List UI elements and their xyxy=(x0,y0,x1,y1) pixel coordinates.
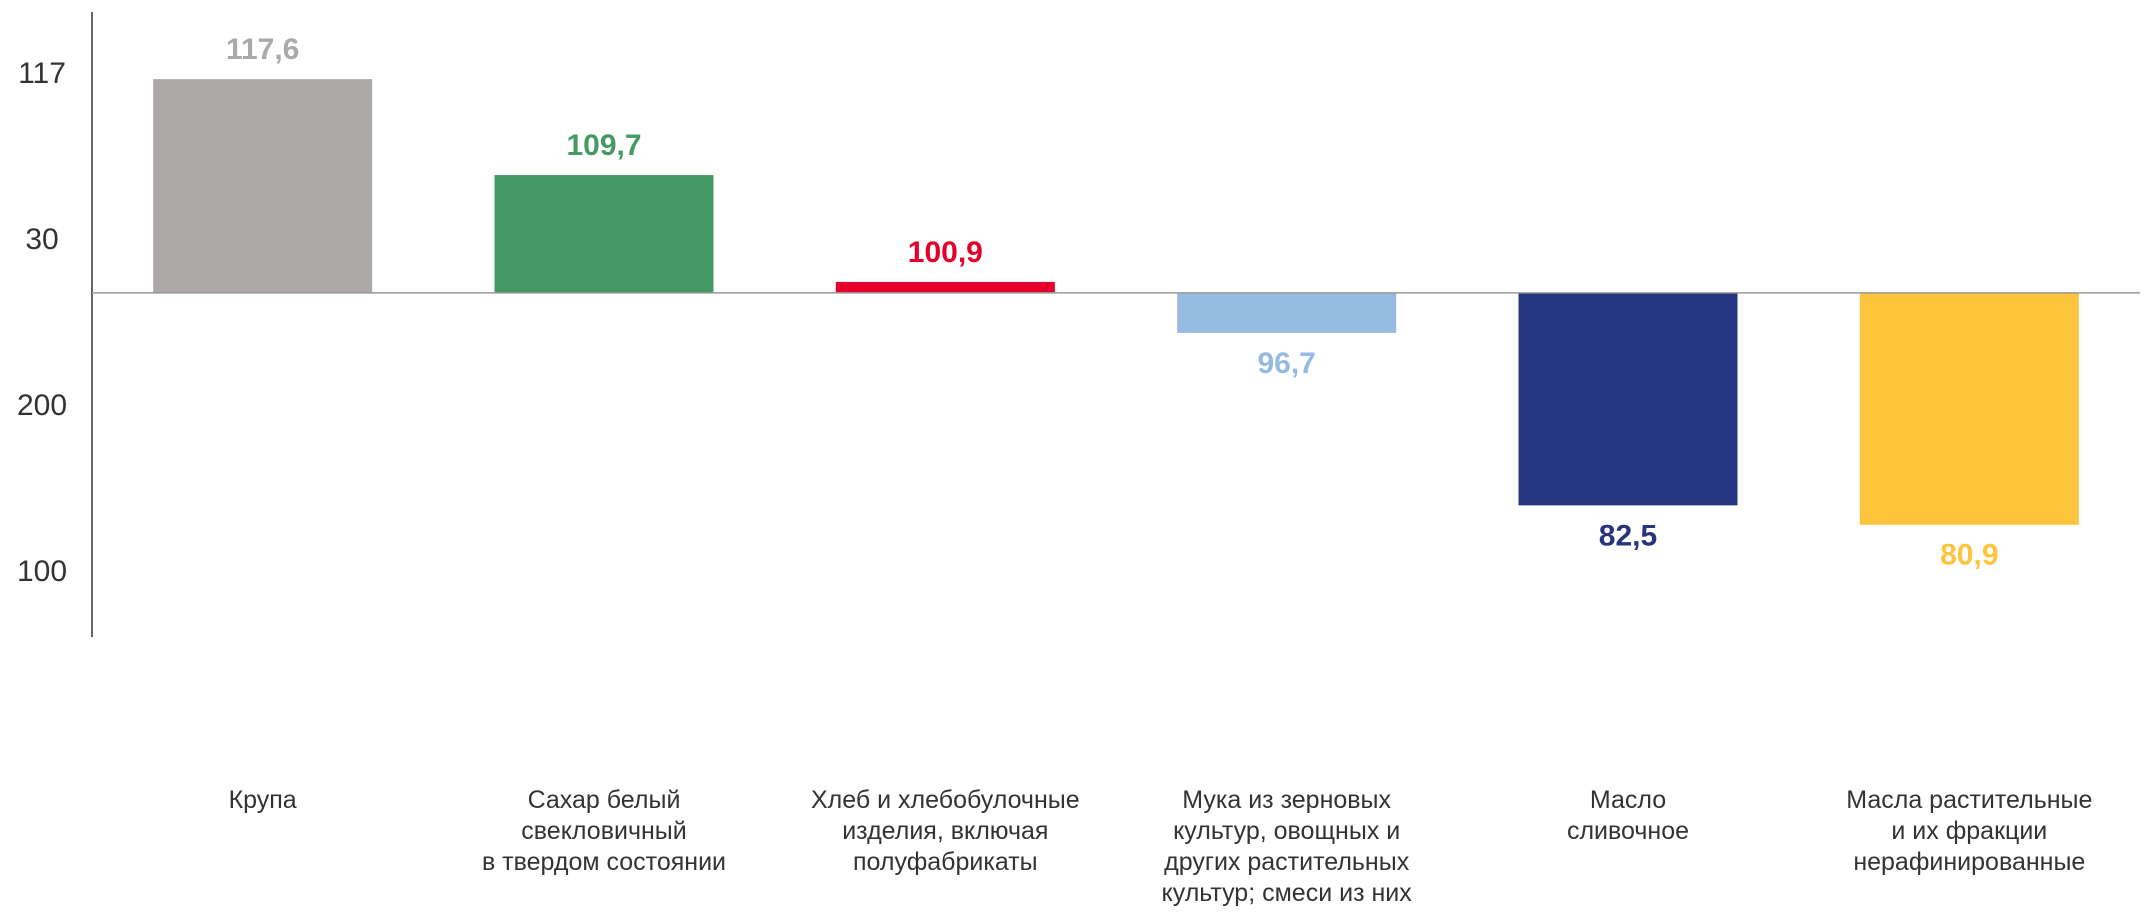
y-axis-label: 117 xyxy=(18,57,66,90)
bar xyxy=(835,281,1055,293)
category-label: Крупа xyxy=(228,786,297,814)
y-axis-label: 30 xyxy=(25,223,58,256)
bar xyxy=(1859,292,2079,525)
y-axis-label: 200 xyxy=(17,389,67,422)
category-label: Масло сливочное xyxy=(1566,786,1690,845)
bar xyxy=(1177,292,1397,333)
value-label: 117,6 xyxy=(226,33,299,66)
category-label: Масла растительные и их фракции нерафини… xyxy=(1846,786,2093,876)
y-axis-label: 100 xyxy=(17,555,67,588)
value-label: 109,7 xyxy=(566,129,641,162)
value-label: 100,9 xyxy=(908,236,983,269)
category-label: Сахар белый свекловичный в твердом состо… xyxy=(481,786,727,876)
value-label: 80,9 xyxy=(1940,539,1998,572)
bar xyxy=(153,79,373,293)
value-label: 96,7 xyxy=(1257,347,1315,380)
value-label: 82,5 xyxy=(1599,519,1657,552)
bar xyxy=(494,175,714,293)
bar xyxy=(1518,292,1738,506)
category-label: Мука из зерновых культур, овощных и друг… xyxy=(1161,786,1412,907)
category-label: Хлеб и хлебобулочные изделия, включая по… xyxy=(811,786,1080,876)
